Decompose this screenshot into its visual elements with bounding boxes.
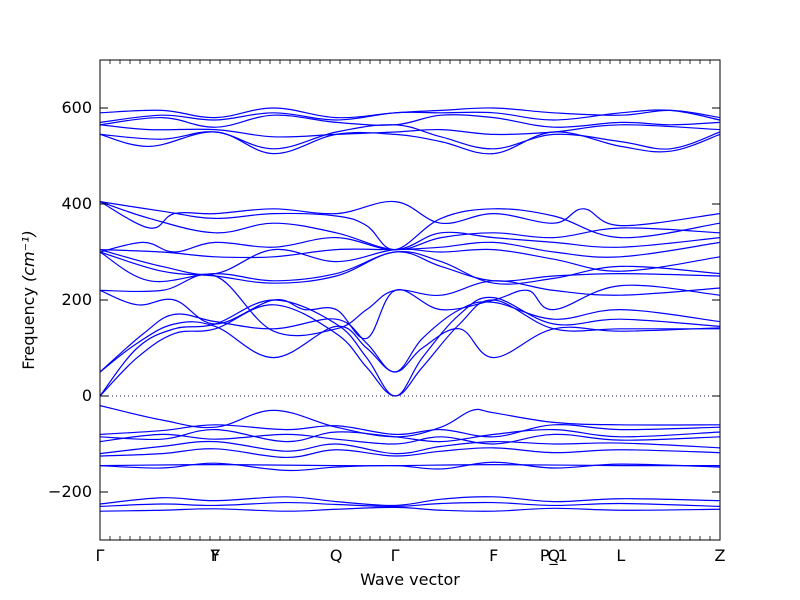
y-tick-label: 0 [82,386,92,405]
y-axis-label: Frequency (cm⁻¹) [19,230,38,369]
band-line-12 [100,296,720,397]
band-line-28 [100,114,720,128]
x-kpoint-label: F [211,546,220,565]
band-line-26 [100,124,720,150]
x-kpoint-label: F [489,546,498,565]
band-line-10 [100,405,720,438]
plot-frame-layer [99,59,721,541]
band-line-9 [100,424,720,438]
plot-lines [100,107,720,512]
y-tick-label: 200 [61,290,92,309]
band-line-15 [100,284,720,340]
band-line-14 [100,301,720,373]
band-line-5 [100,447,720,459]
x-kpoint-label: Q [330,546,343,565]
x-axis-label: Wave vector [360,570,460,589]
y-axis-label-text: Frequency [19,287,38,370]
band-line-18 [100,250,720,285]
band-line-7 [100,433,720,445]
x-kpoint-label: L [616,546,625,565]
x-kpoint-label: Γ [96,546,105,565]
band-line-2 [100,496,720,507]
x-kpoint-label: Y [209,546,220,565]
band-line-21 [100,231,720,253]
band-line-27 [100,124,720,138]
y-tick-label: 400 [61,194,92,213]
y-tick-label: 600 [61,98,92,117]
band-line-0 [100,501,720,508]
band-line-29 [100,109,720,123]
x-kpoint-label: P_1 [540,546,568,566]
x-kpoint-label: Q [548,546,561,565]
x-kpoint-label: Z [715,546,726,565]
band-line-1 [100,506,720,512]
band-line-6 [100,440,720,455]
band-line-11 [100,299,720,397]
x-kpoint-label: Γ [391,546,400,565]
band-line-4 [100,461,720,472]
plot-frame [99,59,721,541]
y-axis-label-unit: (cm⁻¹) [19,230,38,282]
band-line-30 [100,107,720,119]
band-line-23 [100,200,720,229]
band-line-24 [100,201,720,251]
y-tick-label: −200 [48,482,92,501]
